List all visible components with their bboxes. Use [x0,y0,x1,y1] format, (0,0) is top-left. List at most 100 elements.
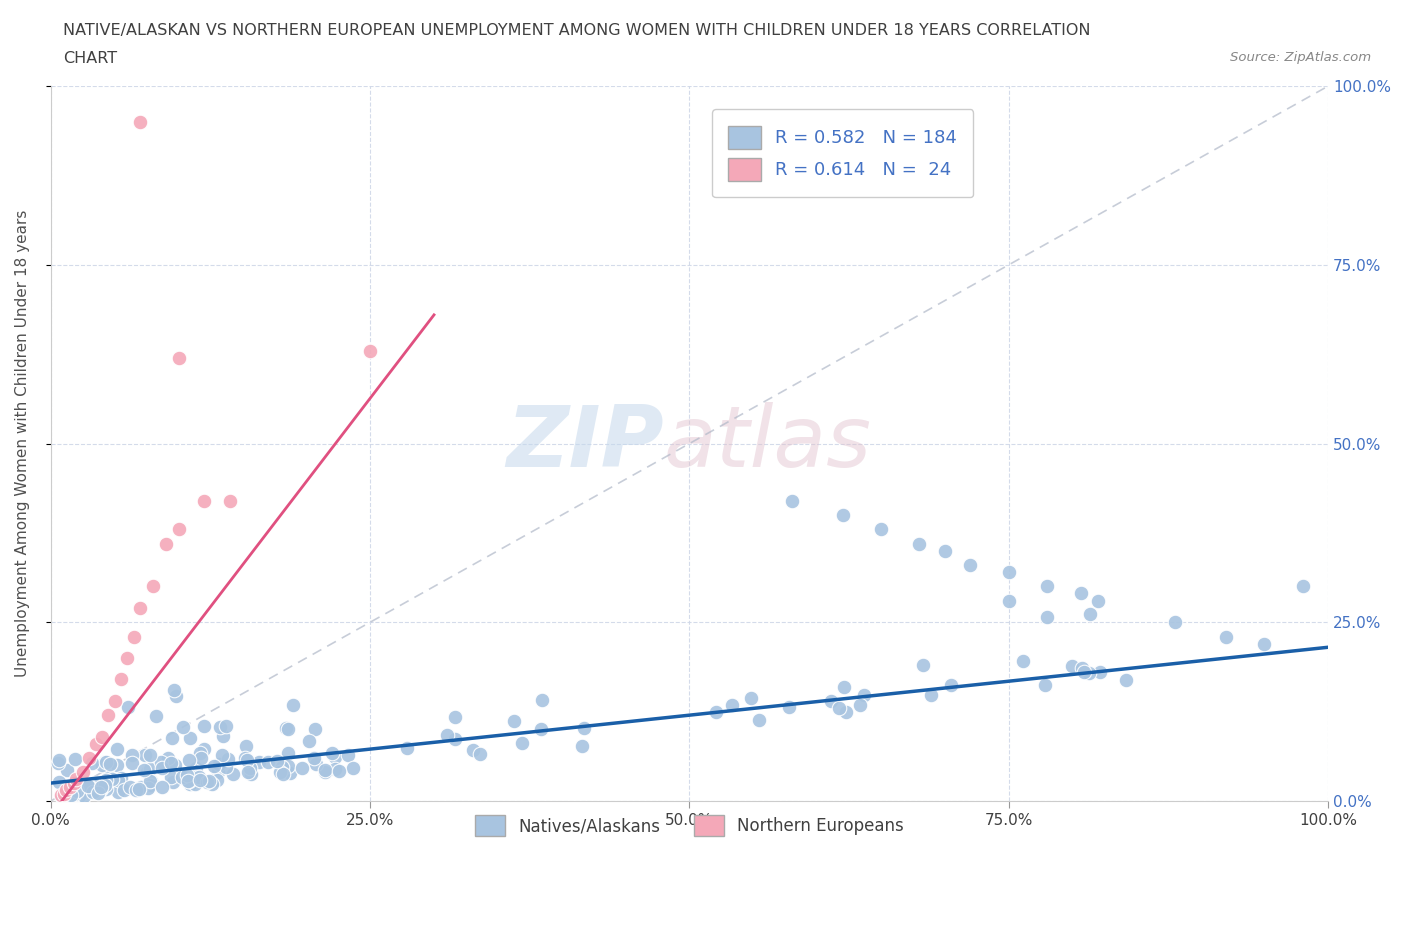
Point [235,751,257,765]
Point [205,773,228,788]
Point [820,694,842,709]
Point [77,751,100,765]
Point [271,759,294,774]
Point [117,651,139,666]
Text: Source: ZipAtlas.com: Source: ZipAtlas.com [1230,51,1371,64]
Point [852,688,875,703]
Legend: Natives/Alaskans, Northern Europeans: Natives/Alaskans, Northern Europeans [461,802,917,850]
Point [60,787,83,802]
Point [831,508,853,523]
Point [359,343,381,358]
Point [721,698,744,712]
Point [63,776,86,790]
Point [328,764,350,778]
Point [740,690,762,705]
Point [172,769,194,784]
Point [96,782,118,797]
Point [53,787,76,802]
Point [193,718,215,733]
Point [190,751,212,765]
Point [835,704,858,719]
Point [139,747,162,762]
Point [97,769,120,784]
Point [304,722,326,737]
Point [1077,665,1099,680]
Point [208,720,231,735]
Point [150,779,173,794]
Point [780,493,803,508]
Point [162,775,184,790]
Point [101,772,124,787]
Point [132,763,155,777]
Point [163,757,186,772]
Point [105,742,128,757]
Point [142,579,165,594]
Point [139,774,162,789]
Point [436,727,458,742]
Point [52,787,75,802]
Point [1115,672,1137,687]
Point [139,774,162,789]
Point [323,761,346,776]
Point [291,760,314,775]
Point [129,780,152,795]
Point [167,351,190,365]
Point [1215,629,1237,644]
Point [1012,654,1035,669]
Point [83,776,105,790]
Point [530,692,553,707]
Point [84,785,107,800]
Point [908,537,931,551]
Point [298,733,321,748]
Point [1253,636,1275,651]
Point [184,777,207,791]
Point [277,745,299,760]
Point [48,775,70,790]
Point [276,721,298,736]
Point [239,766,262,781]
Point [934,543,956,558]
Point [748,712,770,727]
Point [172,720,194,735]
Point [90,781,112,796]
Point [247,754,270,769]
Point [63,776,86,790]
Point [160,769,183,784]
Point [280,765,302,780]
Point [1073,665,1095,680]
Point [236,752,259,767]
Point [530,722,553,737]
Point [110,770,132,785]
Point [121,756,143,771]
Point [46,756,69,771]
Point [239,760,262,775]
Point [336,747,359,762]
Point [63,751,86,766]
Point [110,672,132,687]
Point [217,751,239,766]
Point [502,713,524,728]
Point [179,777,201,791]
Point [959,558,981,573]
Point [571,738,593,753]
Point [321,745,343,760]
Point [150,754,173,769]
Point [193,742,215,757]
Point [77,778,100,793]
Point [94,773,117,788]
Point [65,787,87,802]
Point [195,775,218,790]
Point [832,679,855,694]
Point [165,688,187,703]
Point [222,766,245,781]
Point [190,772,212,787]
Point [94,777,117,792]
Point [136,764,159,779]
Point [72,764,94,779]
Point [139,777,162,792]
Point [277,722,299,737]
Text: ZIP: ZIP [506,402,664,485]
Point [912,658,935,672]
Point [173,770,195,785]
Point [461,742,484,757]
